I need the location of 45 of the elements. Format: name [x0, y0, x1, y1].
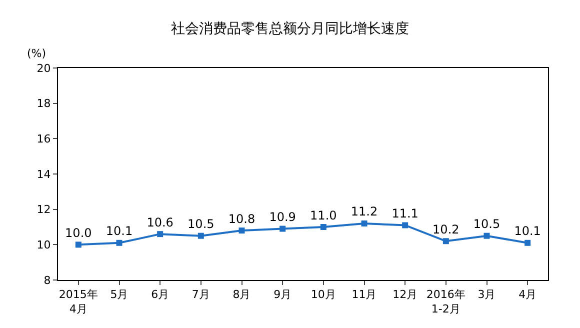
point [75, 242, 82, 248]
y-tick-label: 14 [36, 168, 51, 181]
data-label: 10.9 [269, 210, 296, 224]
point [198, 232, 204, 239]
data-label: 10.8 [228, 212, 256, 226]
point [361, 220, 368, 226]
y-tick-label: 16 [36, 132, 51, 146]
data-label: 11.1 [392, 206, 418, 220]
point [442, 238, 449, 244]
data-label: 10.0 [65, 226, 92, 240]
data-label: 11.2 [350, 204, 378, 219]
point [402, 222, 408, 228]
point [157, 231, 164, 238]
data-label: 10.1 [106, 224, 133, 238]
data-label: 10.5 [473, 217, 500, 232]
x-tick-label: 2016年 1-2月 [426, 288, 466, 316]
data-label: 11.0 [310, 208, 337, 222]
x-tick-label: 3月 [478, 288, 496, 302]
point [280, 226, 286, 232]
data-label: 10.1 [514, 224, 541, 238]
x-tick-label: 12月 [392, 288, 418, 302]
y-axis-title: (%) [27, 47, 46, 60]
x-tick-label: 4月 [518, 288, 537, 302]
data-label: 10.5 [188, 217, 214, 232]
point [238, 228, 245, 234]
y-tick-label: 10 [36, 238, 51, 252]
x-tick-label: 11月 [352, 288, 377, 302]
x-tick-label: 5月 [110, 288, 128, 302]
x-tick-label: 9月 [274, 288, 292, 302]
point [484, 232, 490, 239]
y-tick-label: 20 [36, 62, 51, 75]
x-tick-label: 6月 [151, 288, 170, 302]
y-tick-label: 12 [36, 203, 51, 216]
chart-title: 社会消费品零售总额分月同比增长速度 [171, 20, 409, 37]
x-tick-label: 10月 [310, 288, 336, 302]
point [116, 240, 122, 246]
point [524, 240, 531, 246]
x-tick-label: 8月 [232, 288, 251, 302]
data-label: 10.6 [146, 215, 174, 230]
data-label: 10.2 [432, 222, 460, 236]
x-tick-label: 7月 [192, 288, 210, 302]
x-tick-label: 2015年 4月 [58, 288, 98, 316]
point [320, 224, 326, 230]
y-tick-label: 18 [36, 97, 51, 110]
y-tick-label: 8 [44, 274, 51, 287]
